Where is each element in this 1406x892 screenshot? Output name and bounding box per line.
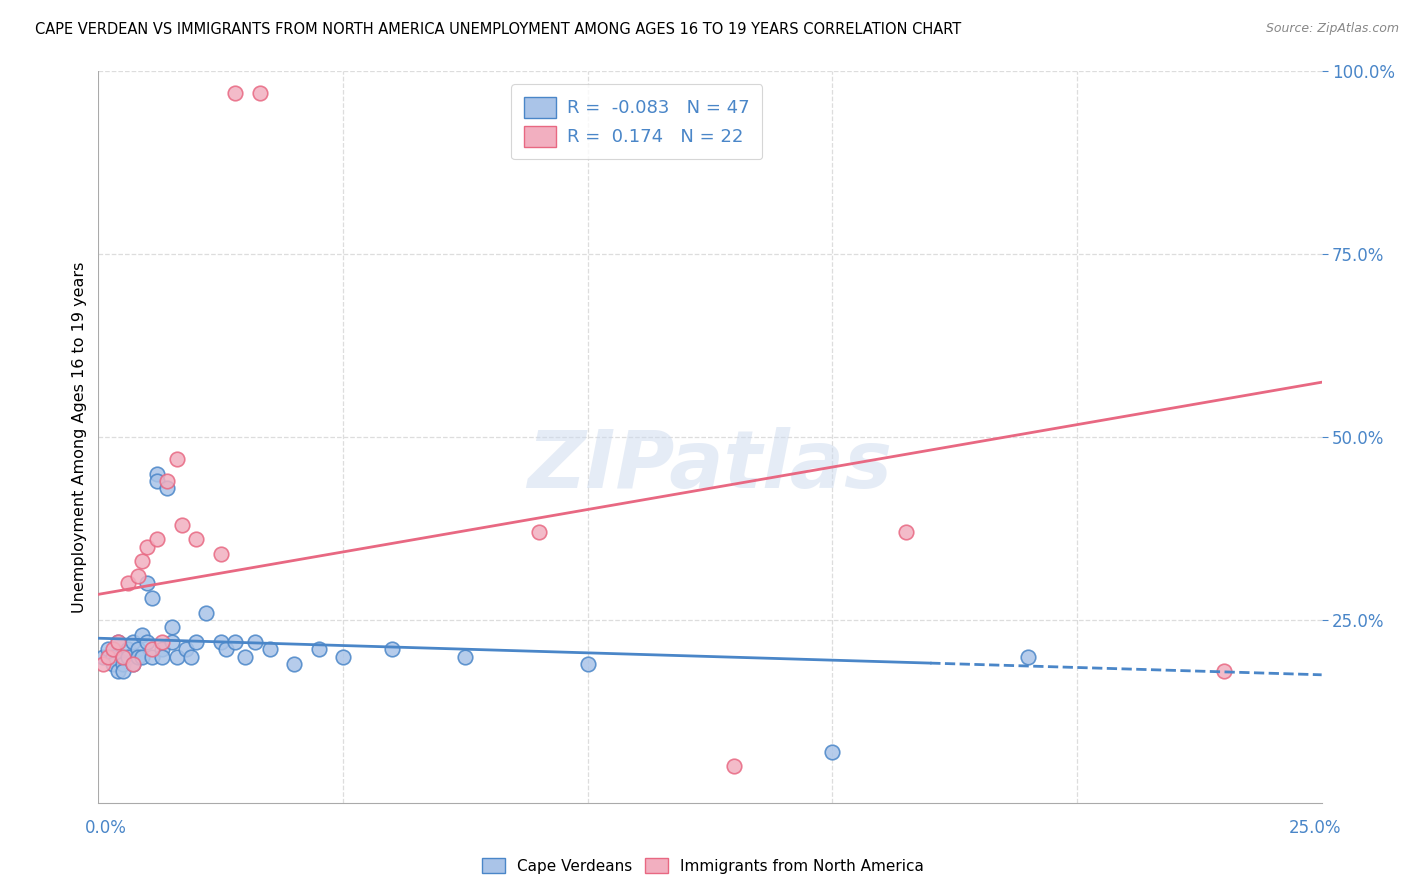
Point [91,649,114,664]
Point [224,635,246,649]
Point [259,642,281,657]
Point [107,664,129,678]
Point [127,569,149,583]
Point [121,635,143,649]
Point [160,635,183,649]
Point [176,642,198,657]
Text: ZIPatlas: ZIPatlas [527,427,893,506]
Point [136,576,159,591]
Point [195,606,218,620]
Point [136,540,159,554]
Point [894,525,917,540]
Text: 0.0%: 0.0% [84,819,127,837]
Point [136,635,159,649]
Point [141,591,163,605]
Point [146,533,169,547]
Point [111,664,134,678]
Point [91,657,114,671]
Point [146,467,169,481]
Y-axis label: Unemployment Among Ages 16 to 19 years: Unemployment Among Ages 16 to 19 years [72,261,87,613]
Point [117,642,139,657]
Point [1017,649,1039,664]
Text: Source: ZipAtlas.com: Source: ZipAtlas.com [1265,22,1399,36]
Point [146,474,169,488]
Point [224,87,246,101]
Point [131,649,153,664]
Point [117,649,139,664]
Point [101,642,124,657]
Point [127,642,149,657]
Point [723,759,745,773]
Point [209,547,232,561]
Point [821,745,844,759]
Point [214,642,236,657]
Point [180,649,202,664]
Point [107,635,129,649]
Point [160,620,183,634]
Point [156,474,179,488]
Point [97,642,120,657]
Point [121,657,143,671]
Point [111,649,134,664]
Text: CAPE VERDEAN VS IMMIGRANTS FROM NORTH AMERICA UNEMPLOYMENT AMONG AGES 16 TO 19 Y: CAPE VERDEAN VS IMMIGRANTS FROM NORTH AM… [35,22,962,37]
Legend: Cape Verdeans, Immigrants from North America: Cape Verdeans, Immigrants from North Ame… [477,852,929,880]
Point [121,657,143,671]
Point [308,642,330,657]
Point [381,642,404,657]
Point [454,649,477,664]
Point [170,517,193,532]
Point [332,649,354,664]
Point [186,533,208,547]
Point [111,657,134,671]
Point [97,649,120,664]
Point [186,635,208,649]
Point [107,635,129,649]
Point [117,576,139,591]
Point [127,649,149,664]
Point [141,649,163,664]
Point [209,635,232,649]
Point [101,649,124,664]
Point [150,649,173,664]
Point [166,649,188,664]
Point [150,642,173,657]
Point [101,657,124,671]
Point [141,642,163,657]
Point [233,649,256,664]
Point [1212,664,1234,678]
Point [131,554,153,568]
Point [156,481,179,495]
Point [150,635,173,649]
Legend: R =  -0.083   N = 47, R =  0.174   N = 22: R = -0.083 N = 47, R = 0.174 N = 22 [510,84,762,159]
Point [166,452,188,467]
Point [249,87,271,101]
Point [576,657,599,671]
Point [283,657,305,671]
Point [131,627,153,641]
Point [111,649,134,664]
Point [243,635,266,649]
Text: 25.0%: 25.0% [1288,819,1341,837]
Point [527,525,550,540]
